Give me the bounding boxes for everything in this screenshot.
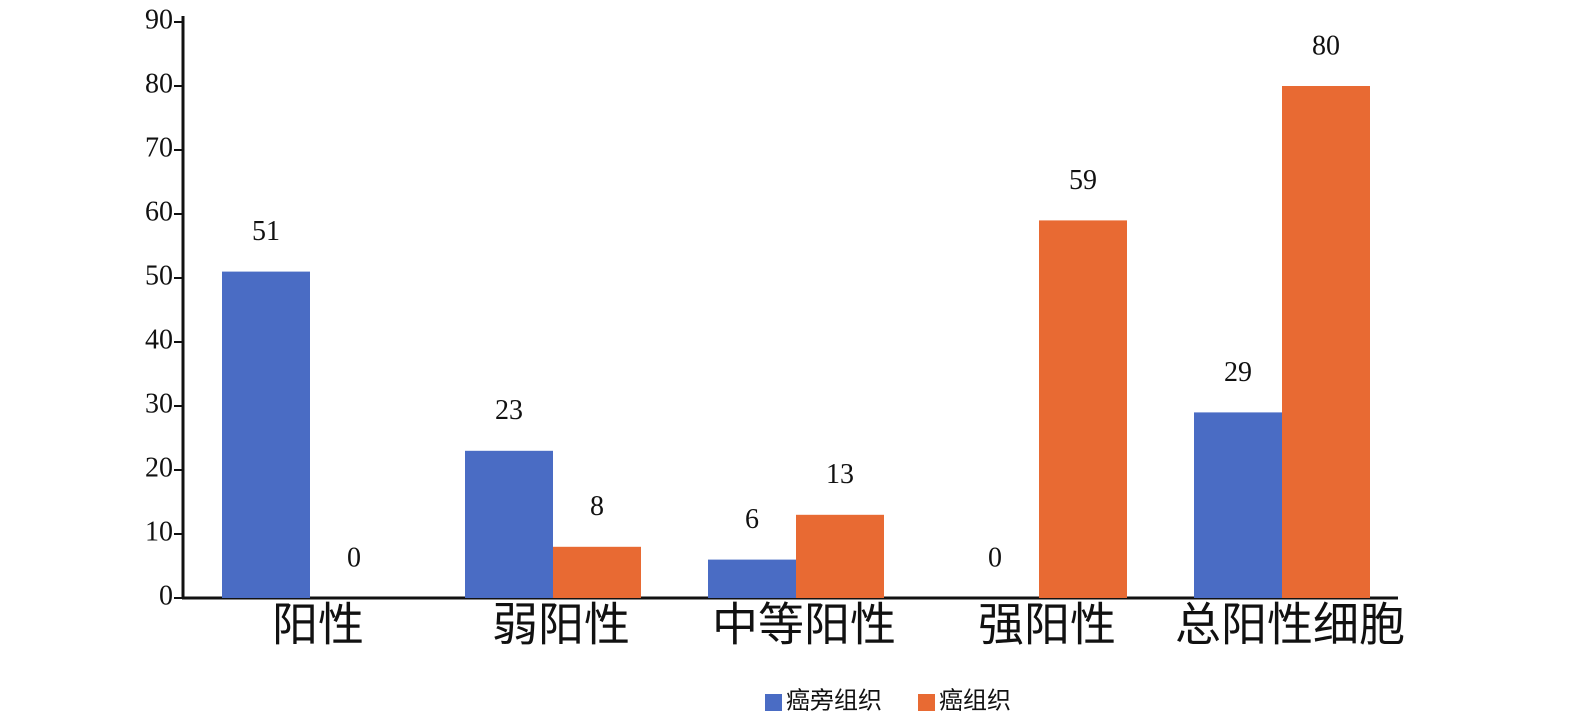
x-tick-label: 强阳性 bbox=[978, 600, 1116, 651]
y-tick-label: 80 bbox=[145, 68, 173, 99]
y-tick-label: 90 bbox=[145, 4, 173, 35]
y-tick-label: 50 bbox=[145, 260, 173, 291]
x-tick-label: 阳性 bbox=[272, 600, 364, 651]
value-label: 0 bbox=[988, 542, 1002, 573]
bar bbox=[465, 450, 553, 598]
y-tick-label: 60 bbox=[145, 196, 173, 227]
x-tick-label: 中等阳性 bbox=[712, 600, 896, 651]
y-tick-label: 70 bbox=[145, 132, 173, 163]
value-label: 59 bbox=[1069, 165, 1097, 196]
value-label: 80 bbox=[1312, 30, 1340, 61]
bar bbox=[796, 514, 884, 598]
value-label: 13 bbox=[826, 459, 854, 490]
value-label: 29 bbox=[1224, 357, 1252, 388]
y-tick-label: 20 bbox=[145, 452, 173, 483]
y-tick-label: 30 bbox=[145, 388, 173, 419]
bar bbox=[222, 271, 310, 598]
y-tick-label: 0 bbox=[159, 580, 173, 611]
value-label: 51 bbox=[252, 216, 280, 247]
y-tick-label: 10 bbox=[145, 516, 173, 547]
legend-label: 癌旁组织 bbox=[786, 688, 882, 715]
legend-label: 癌组织 bbox=[939, 688, 1011, 715]
value-label: 23 bbox=[495, 395, 523, 426]
value-label: 0 bbox=[347, 542, 361, 573]
y-tick-label: 40 bbox=[145, 324, 173, 355]
bar bbox=[708, 559, 796, 598]
bar bbox=[1282, 86, 1370, 598]
bar bbox=[553, 546, 641, 598]
x-tick-label: 弱阳性 bbox=[492, 600, 630, 651]
value-label: 6 bbox=[745, 504, 759, 535]
bar bbox=[1039, 220, 1127, 598]
value-label: 8 bbox=[590, 491, 604, 522]
bar bbox=[1194, 412, 1282, 598]
legend-swatch bbox=[918, 694, 935, 711]
legend-swatch bbox=[765, 694, 782, 711]
x-tick-label: 总阳性细胞 bbox=[1175, 600, 1405, 651]
